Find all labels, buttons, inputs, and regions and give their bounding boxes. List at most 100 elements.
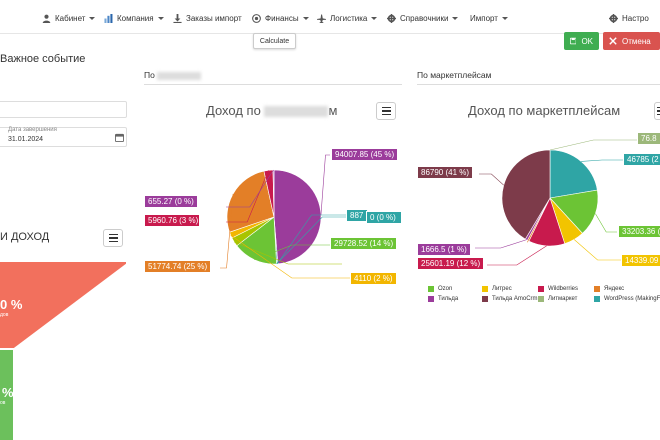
save-icon — [570, 37, 577, 45]
pie-data-label: 887 — [346, 209, 368, 222]
legend-label: Тильда — [438, 296, 459, 302]
nav-company-label: Компания — [117, 13, 154, 23]
download-icon — [173, 13, 182, 23]
legend-item[interactable]: Литрес — [482, 286, 512, 292]
legend-swatch — [428, 286, 434, 292]
legend-label: Тильда AmoCrm — [492, 296, 538, 302]
nav-logistics[interactable]: Логистика — [317, 11, 378, 25]
pie-connector — [573, 239, 621, 261]
legend-swatch — [482, 296, 488, 302]
income-title: и доход — [0, 231, 50, 243]
coin-icon — [252, 13, 261, 23]
nav-finance[interactable]: Финансы — [252, 11, 309, 25]
legend-label: WordPress (MakingF — [604, 296, 660, 302]
nav-settings[interactable]: Настро — [609, 11, 649, 25]
pie-connector — [234, 241, 342, 265]
middle-divider — [144, 84, 402, 85]
income-pie-chart — [220, 154, 368, 279]
pie-connector — [320, 154, 330, 216]
middle-section-title-text: По — [144, 70, 155, 80]
right-chart-title: Доход по маркетплейсам — [468, 103, 621, 118]
chart-menu-button[interactable] — [376, 102, 396, 120]
chart-menu-button[interactable] — [103, 229, 123, 247]
end-date-label: Дата завершения — [8, 127, 57, 133]
pie-connector — [595, 213, 617, 233]
legend-item[interactable]: Яндекс — [594, 286, 624, 292]
close-icon — [609, 37, 617, 45]
pie-connector — [581, 159, 623, 162]
chart-menu-button[interactable] — [654, 102, 660, 120]
legend-swatch — [428, 296, 434, 302]
right-divider — [417, 84, 660, 85]
legend-swatch — [482, 286, 488, 292]
middle-chart-title-suffix: м — [328, 103, 338, 118]
event-title: Важное событие — [0, 53, 86, 65]
nav-import[interactable]: Импорт — [470, 11, 508, 25]
legend-item[interactable]: WordPress (MakingF — [594, 296, 660, 302]
pie-slice[interactable] — [549, 189, 599, 234]
legend-item[interactable]: Wildberries — [538, 286, 578, 292]
pie-slice[interactable] — [549, 149, 598, 199]
pie-connector — [479, 173, 504, 186]
pie-data-label: 25601.19 (12 %) — [417, 257, 485, 270]
nav-cabinet[interactable]: Кабинет — [42, 11, 96, 25]
pie-data-label: 86790 (41 %) — [417, 166, 474, 179]
pie-connector — [527, 240, 529, 243]
chevron-down-icon — [371, 16, 378, 20]
pie-slice[interactable] — [501, 149, 551, 240]
pie-data-label: 51774.74 (25 %) — [144, 260, 212, 273]
pie-data-label: 29728.52 (14 %) — [330, 237, 398, 250]
funnel-top-sub: дов — [0, 312, 9, 318]
legend-label: Литрес — [492, 286, 512, 292]
calendar-icon — [115, 133, 124, 142]
redacted-text — [157, 71, 202, 80]
legend-label: Литмаркет — [548, 296, 578, 302]
event-name-input[interactable] — [0, 101, 127, 118]
chevron-down-icon — [157, 16, 164, 20]
nav-references[interactable]: Справочники — [387, 11, 459, 25]
end-date-input[interactable]: Дата завершения 31.01.2024 — [0, 127, 127, 147]
plane-icon — [317, 13, 326, 23]
legend-label: Wildberries — [548, 286, 579, 292]
pie-connector — [220, 193, 234, 269]
pie-slice[interactable] — [273, 169, 322, 265]
chevron-down-icon — [501, 16, 508, 20]
pie-connector — [276, 214, 346, 265]
pie-data-label: 655.27 (0 %) — [144, 195, 198, 208]
legend-item[interactable]: Литмаркет — [538, 296, 577, 302]
legend-swatch — [594, 296, 600, 302]
redacted-text — [264, 106, 329, 118]
pie-connector — [230, 234, 353, 279]
nav-logistics-label: Логистика — [330, 13, 368, 23]
gear-icon — [609, 13, 618, 23]
pie-data-label: 46785 (2 — [623, 153, 660, 166]
funnel-bottom-sub: ов — [0, 400, 6, 406]
marketplace-pie-chart — [475, 139, 637, 266]
top-navbar: Кабинет Компания Заказы импорт Финансы Л… — [0, 0, 660, 34]
middle-chart-title: Доход по м — [206, 103, 337, 118]
pie-data-label: 33203.36 ( — [618, 225, 660, 238]
pie-data-label: 1666.5 (1 %) — [417, 243, 471, 256]
legend-item[interactable]: Тильда — [428, 296, 458, 302]
nav-company[interactable]: Компания — [104, 11, 164, 25]
middle-chart-title-prefix: Доход по — [206, 103, 261, 118]
legend-label: Ozon — [438, 286, 453, 292]
user-icon — [42, 14, 51, 23]
gear-icon — [387, 13, 396, 23]
cancel-button[interactable]: Отмена — [603, 32, 660, 50]
funnel-bottom-value: % — [2, 385, 14, 400]
tooltip-text: Calculate — [259, 37, 290, 45]
pie-data-label: 76.8 — [637, 132, 660, 145]
middle-section-title: По — [144, 70, 202, 80]
menu-icon — [108, 233, 118, 236]
legend-item[interactable]: Ozon — [428, 286, 452, 292]
menu-icon — [381, 106, 391, 109]
pie-connector — [549, 139, 637, 151]
legend-item[interactable]: Тильда AmoCrm — [482, 296, 538, 302]
nav-orders-import[interactable]: Заказы импорт — [173, 11, 242, 25]
pie-connector — [254, 244, 330, 261]
funnel-bottom-segment — [0, 350, 13, 440]
legend-swatch — [538, 286, 544, 292]
ok-button[interactable]: OK — [564, 32, 599, 50]
chevron-down-icon — [452, 16, 459, 20]
